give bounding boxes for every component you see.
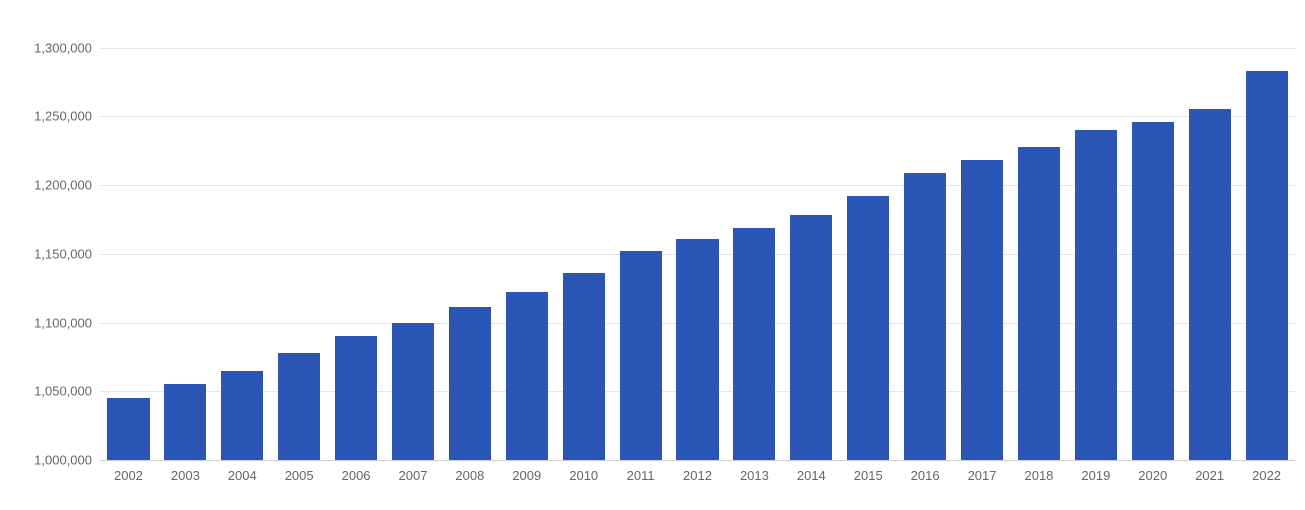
y-axis-label: 1,200,000 [34, 178, 92, 193]
bar-wrapper: 2004 [214, 20, 271, 460]
bar-wrapper: 2003 [157, 20, 214, 460]
bar [790, 215, 832, 460]
bar-wrapper: 2011 [612, 20, 669, 460]
bar [733, 228, 775, 460]
x-axis-label: 2004 [228, 468, 257, 483]
bar-wrapper: 2018 [1011, 20, 1068, 460]
bar-wrapper: 2016 [897, 20, 954, 460]
bar-wrapper: 2014 [783, 20, 840, 460]
y-axis-label: 1,100,000 [34, 315, 92, 330]
bar [107, 398, 149, 460]
bar-wrapper: 2022 [1238, 20, 1295, 460]
bar [164, 384, 206, 460]
x-axis-label: 2016 [911, 468, 940, 483]
x-axis-label: 2017 [968, 468, 997, 483]
x-axis-label: 2022 [1252, 468, 1281, 483]
bar [676, 239, 718, 460]
x-axis-label: 2018 [1024, 468, 1053, 483]
x-axis-label: 2021 [1195, 468, 1224, 483]
bar [1132, 122, 1174, 460]
bar [1246, 71, 1288, 460]
bar [904, 173, 946, 460]
bar-wrapper: 2012 [669, 20, 726, 460]
x-axis-label: 2007 [399, 468, 428, 483]
bar [392, 323, 434, 461]
y-axis-label: 1,000,000 [34, 453, 92, 468]
bar [335, 336, 377, 460]
bar [1189, 109, 1231, 460]
bar-wrapper: 2007 [385, 20, 442, 460]
bar-wrapper: 2009 [498, 20, 555, 460]
bar [278, 353, 320, 460]
bar-wrapper: 2021 [1181, 20, 1238, 460]
bar-wrapper: 2008 [441, 20, 498, 460]
bar [449, 307, 491, 460]
plot-area: 1,000,0001,050,0001,100,0001,150,0001,20… [100, 20, 1295, 460]
x-axis-label: 2003 [171, 468, 200, 483]
y-gridline [100, 460, 1295, 461]
bar [506, 292, 548, 460]
x-axis-label: 2005 [285, 468, 314, 483]
bar [221, 371, 263, 460]
bar-chart: 1,000,000 1,050,000 1,100,000 1,150,000 1,20… [0, 0, 1305, 510]
y-axis-label: 1,150,000 [34, 246, 92, 261]
x-axis-label: 2015 [854, 468, 883, 483]
y-axis-label: 1,250,000 [34, 109, 92, 124]
x-axis-label: 2011 [627, 468, 655, 483]
y-axis-label: 1,050,000 [34, 384, 92, 399]
x-axis-label: 2006 [342, 468, 371, 483]
bar-wrapper: 2017 [954, 20, 1011, 460]
bar [961, 160, 1003, 460]
bar [1075, 130, 1117, 460]
bar-wrapper: 2013 [726, 20, 783, 460]
bars-area: 2002200320042005200620072008200920102011… [100, 20, 1295, 460]
bar-wrapper: 2010 [555, 20, 612, 460]
x-axis-label: 2002 [114, 468, 143, 483]
x-axis-label: 2020 [1138, 468, 1167, 483]
bar-wrapper: 2006 [328, 20, 385, 460]
bar-wrapper: 2020 [1124, 20, 1181, 460]
bar [620, 251, 662, 460]
y-axis-label: 1,300,000 [34, 40, 92, 55]
bar-wrapper: 2002 [100, 20, 157, 460]
x-axis-label: 2019 [1081, 468, 1110, 483]
x-axis-label: 2013 [740, 468, 769, 483]
x-axis-label: 2008 [455, 468, 484, 483]
x-axis-label: 2009 [512, 468, 541, 483]
bar [563, 273, 605, 460]
x-axis-label: 2014 [797, 468, 826, 483]
bar-wrapper: 2019 [1067, 20, 1124, 460]
bar [847, 196, 889, 460]
x-axis-label: 2010 [569, 468, 598, 483]
bar-wrapper: 2015 [840, 20, 897, 460]
bar [1018, 147, 1060, 461]
bar-wrapper: 2005 [271, 20, 328, 460]
x-axis-label: 2012 [683, 468, 712, 483]
